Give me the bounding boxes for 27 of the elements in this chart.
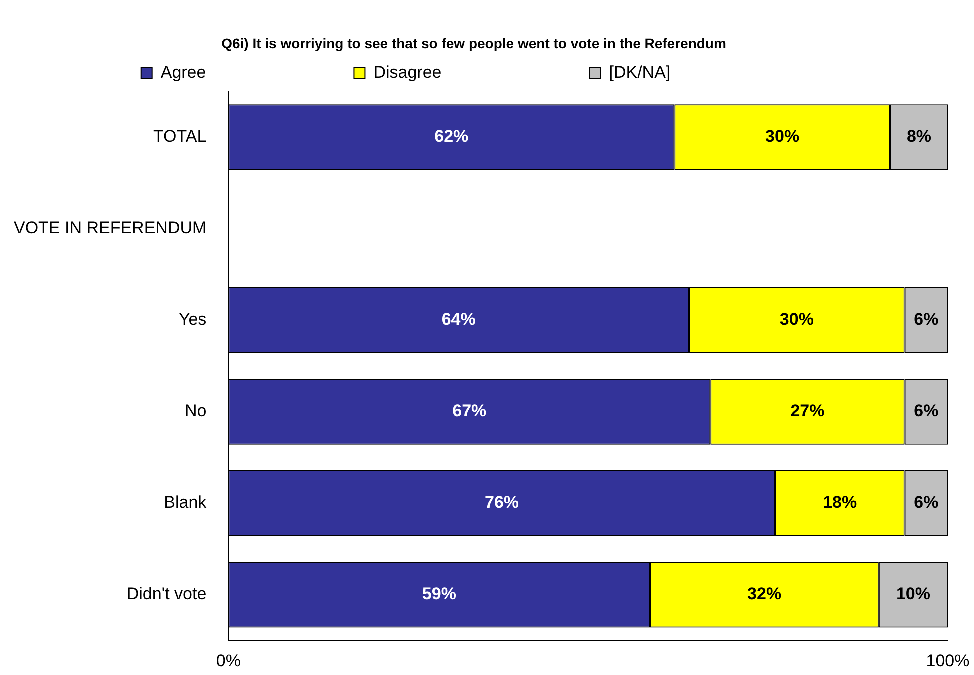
legend-label: [DK/NA]: [609, 62, 807, 82]
data-label: 6%: [914, 310, 939, 330]
data-label: 6%: [914, 493, 939, 512]
y-tick-label: Didn't vote: [126, 584, 207, 604]
data-label: 27%: [790, 402, 825, 421]
y-tick-label: Blank: [164, 493, 208, 512]
y-tick-label: Yes: [178, 310, 207, 330]
y-tick-label: No: [184, 402, 207, 421]
data-label: 67%: [452, 402, 487, 421]
legend-label: Disagree: [374, 62, 578, 82]
legend-label: Agree: [160, 62, 342, 82]
data-label: 30%: [766, 127, 800, 146]
data-label: 76%: [485, 493, 520, 512]
chart-title: Q6i) It is worriying to see that so few people went to vote in the Referendum: [222, 35, 726, 52]
data-label: 30%: [780, 310, 814, 330]
data-label: 10%: [896, 584, 930, 604]
data-label: 59%: [422, 584, 456, 604]
data-label: 64%: [442, 310, 476, 330]
y-tick-label: VOTE IN REFERENDUM: [14, 218, 207, 238]
y-tick-label: TOTAL: [153, 127, 207, 146]
x-tick-label: 100%: [926, 651, 970, 670]
x-tick-label: 0%: [216, 651, 241, 670]
data-label: 62%: [434, 127, 469, 146]
data-label: 18%: [823, 493, 858, 512]
data-label: 32%: [748, 584, 782, 604]
data-label: 6%: [914, 402, 939, 421]
data-label: 8%: [906, 127, 932, 146]
